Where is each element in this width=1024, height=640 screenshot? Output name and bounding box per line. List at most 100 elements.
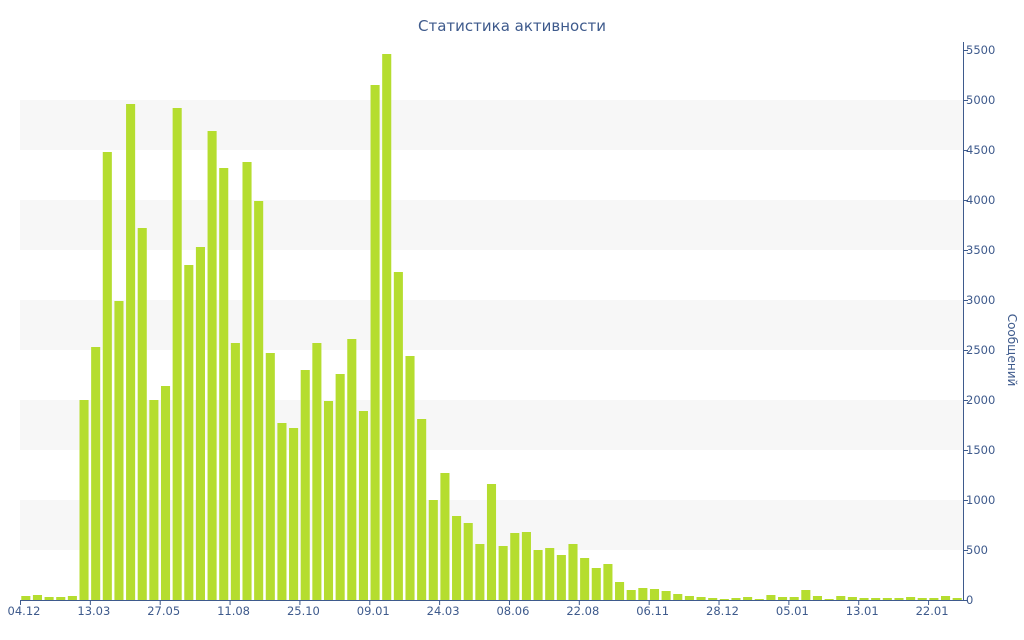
bar <box>382 54 392 600</box>
bar <box>661 591 671 600</box>
y-tick-label: 3000 <box>966 293 995 307</box>
bar <box>871 598 881 600</box>
bar <box>300 370 310 600</box>
bar <box>615 582 625 600</box>
y-tick-label: 3500 <box>966 243 995 257</box>
bar <box>289 428 299 600</box>
bar <box>859 598 869 600</box>
bar <box>510 533 520 600</box>
x-tick-label: 13.03 <box>77 604 110 618</box>
bar <box>172 108 182 600</box>
y-tick-label: 4500 <box>966 143 995 157</box>
bar <box>370 85 380 600</box>
bar <box>894 598 904 600</box>
x-tick-label: 22.08 <box>566 604 599 618</box>
bar <box>812 596 823 600</box>
bar <box>405 356 415 600</box>
bar <box>754 599 764 600</box>
bar <box>160 386 171 600</box>
y-tick-label: 1000 <box>966 493 995 507</box>
x-tick-label: 11.08 <box>217 604 250 618</box>
y-tick-label: 5500 <box>966 43 995 57</box>
bar <box>929 598 939 600</box>
x-tick-label: 06.11 <box>636 604 669 618</box>
bar <box>906 597 916 600</box>
bar <box>626 590 636 600</box>
x-tick-label: 25.10 <box>287 604 320 618</box>
bar <box>358 411 368 600</box>
bar <box>556 555 566 600</box>
bar <box>137 228 147 600</box>
bar <box>475 544 485 600</box>
y-axis-ticks: 0 500 1000 1500 2000 2500 3000 3500 4000 4500 5000… <box>963 43 995 607</box>
bar <box>277 423 287 600</box>
bar <box>79 400 89 600</box>
bar <box>312 343 322 600</box>
x-tick-label: 05.01 <box>776 604 809 618</box>
x-tick-label: 09.01 <box>357 604 390 618</box>
bar <box>242 162 252 600</box>
x-tick-label: 28.12 <box>706 604 739 618</box>
bar <box>230 343 240 600</box>
bar <box>498 546 508 600</box>
bar <box>254 201 264 600</box>
bar <box>67 596 77 600</box>
bar <box>56 597 66 600</box>
bar <box>568 544 578 600</box>
bar <box>417 419 427 600</box>
bar <box>521 532 531 600</box>
x-tick-label: 27.05 <box>147 604 180 618</box>
y-tick-label: 0 <box>966 593 973 607</box>
bar <box>580 558 590 600</box>
bar <box>941 596 951 600</box>
bar <box>766 595 776 600</box>
bar <box>789 597 799 600</box>
bar <box>428 500 438 600</box>
y-axis-label: Сообщений <box>1005 314 1019 387</box>
y-tick-label: 2500 <box>966 343 995 357</box>
y-tick-label: 500 <box>966 543 988 557</box>
bars <box>21 54 962 600</box>
x-tick-label: 08.06 <box>496 604 529 618</box>
bar <box>708 598 718 600</box>
bar <box>265 353 275 600</box>
bar <box>184 265 194 600</box>
bar <box>836 596 846 600</box>
bar <box>452 516 462 600</box>
bar <box>603 564 613 600</box>
bar <box>195 247 205 600</box>
bar <box>778 597 788 600</box>
bar <box>207 131 217 600</box>
grid-band <box>20 100 963 150</box>
bar <box>545 548 555 600</box>
y-tick-label: 2000 <box>966 393 995 407</box>
bar <box>847 597 857 600</box>
bar <box>952 598 962 600</box>
y-tick-label: 1500 <box>966 443 995 457</box>
bar <box>219 168 229 600</box>
bar <box>673 594 683 600</box>
bar <box>463 523 473 600</box>
x-tick-label: 04.12 <box>8 604 41 618</box>
bar <box>882 598 892 600</box>
grid-band <box>20 200 963 250</box>
bar <box>102 152 112 600</box>
grid-band <box>20 300 963 350</box>
bar <box>440 473 450 600</box>
bar <box>638 588 648 600</box>
bar <box>91 347 101 600</box>
bar <box>591 568 601 600</box>
bar <box>323 401 334 600</box>
bar <box>696 597 706 600</box>
y-tick-label: 4000 <box>966 193 995 207</box>
y-tick-label: 5000 <box>966 93 995 107</box>
bar <box>32 595 42 600</box>
bar <box>731 598 741 600</box>
bar <box>824 599 834 600</box>
bar <box>114 301 124 600</box>
bar <box>44 597 54 600</box>
bar <box>917 598 927 600</box>
bar <box>335 374 345 600</box>
x-axis-ticks: 04.12 13.03 27.05 11.08 25.10 09.01 24.03 08.06… <box>8 600 949 618</box>
